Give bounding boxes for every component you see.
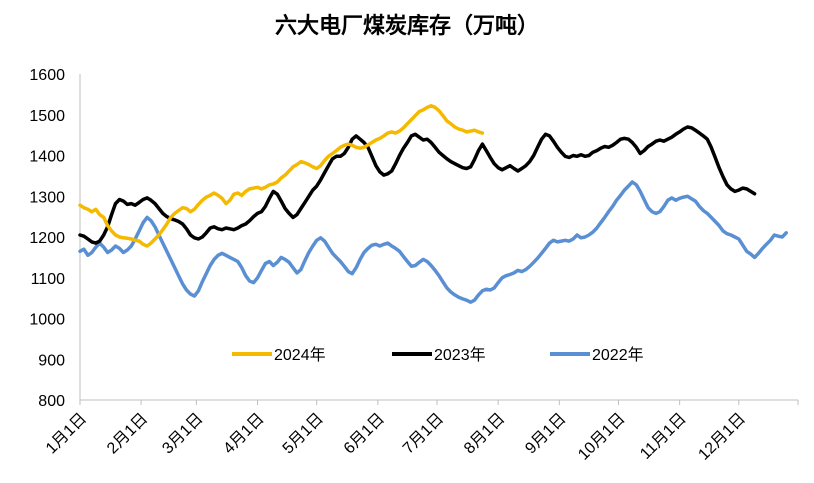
legend-label: 2024年 [274,346,326,364]
y-tick-label: 1500 [29,108,65,125]
x-tick-label: 9月1日 [522,410,569,457]
chart-title: 六大电厂煤炭库存（万吨） [274,14,539,39]
legend-label: 2023年 [434,346,486,364]
x-tick-label: 4月1日 [220,410,267,457]
series-line-2022年 [78,180,788,304]
y-tick-label: 1200 [29,230,65,247]
x-tick-label: 5月1日 [280,410,327,457]
y-tick-label: 1000 [29,312,65,329]
x-tick-label: 2月1日 [104,410,151,457]
legend-label: 2022年 [592,346,644,364]
series-line-2023年 [78,125,757,245]
x-tick-label: 7月1日 [400,410,447,457]
y-tick-label: 800 [38,393,65,410]
x-tick-label: 1月1日 [43,410,90,457]
y-tick-label: 1400 [29,149,65,166]
y-tick-label: 1600 [29,67,65,84]
y-tick-label: 1300 [29,189,65,206]
series-line-2024年 [78,104,485,248]
x-tick-label: 6月1日 [341,410,388,457]
y-tick-label: 1100 [31,271,66,288]
x-tick-label: 10月1日 [575,410,629,464]
x-tick-label: 3月1日 [159,410,206,457]
x-tick-label: 8月1日 [461,410,508,457]
x-tick-label: 12月1日 [695,410,749,464]
y-tick-label: 900 [38,352,65,369]
x-tick-label: 11月1日 [637,410,690,463]
